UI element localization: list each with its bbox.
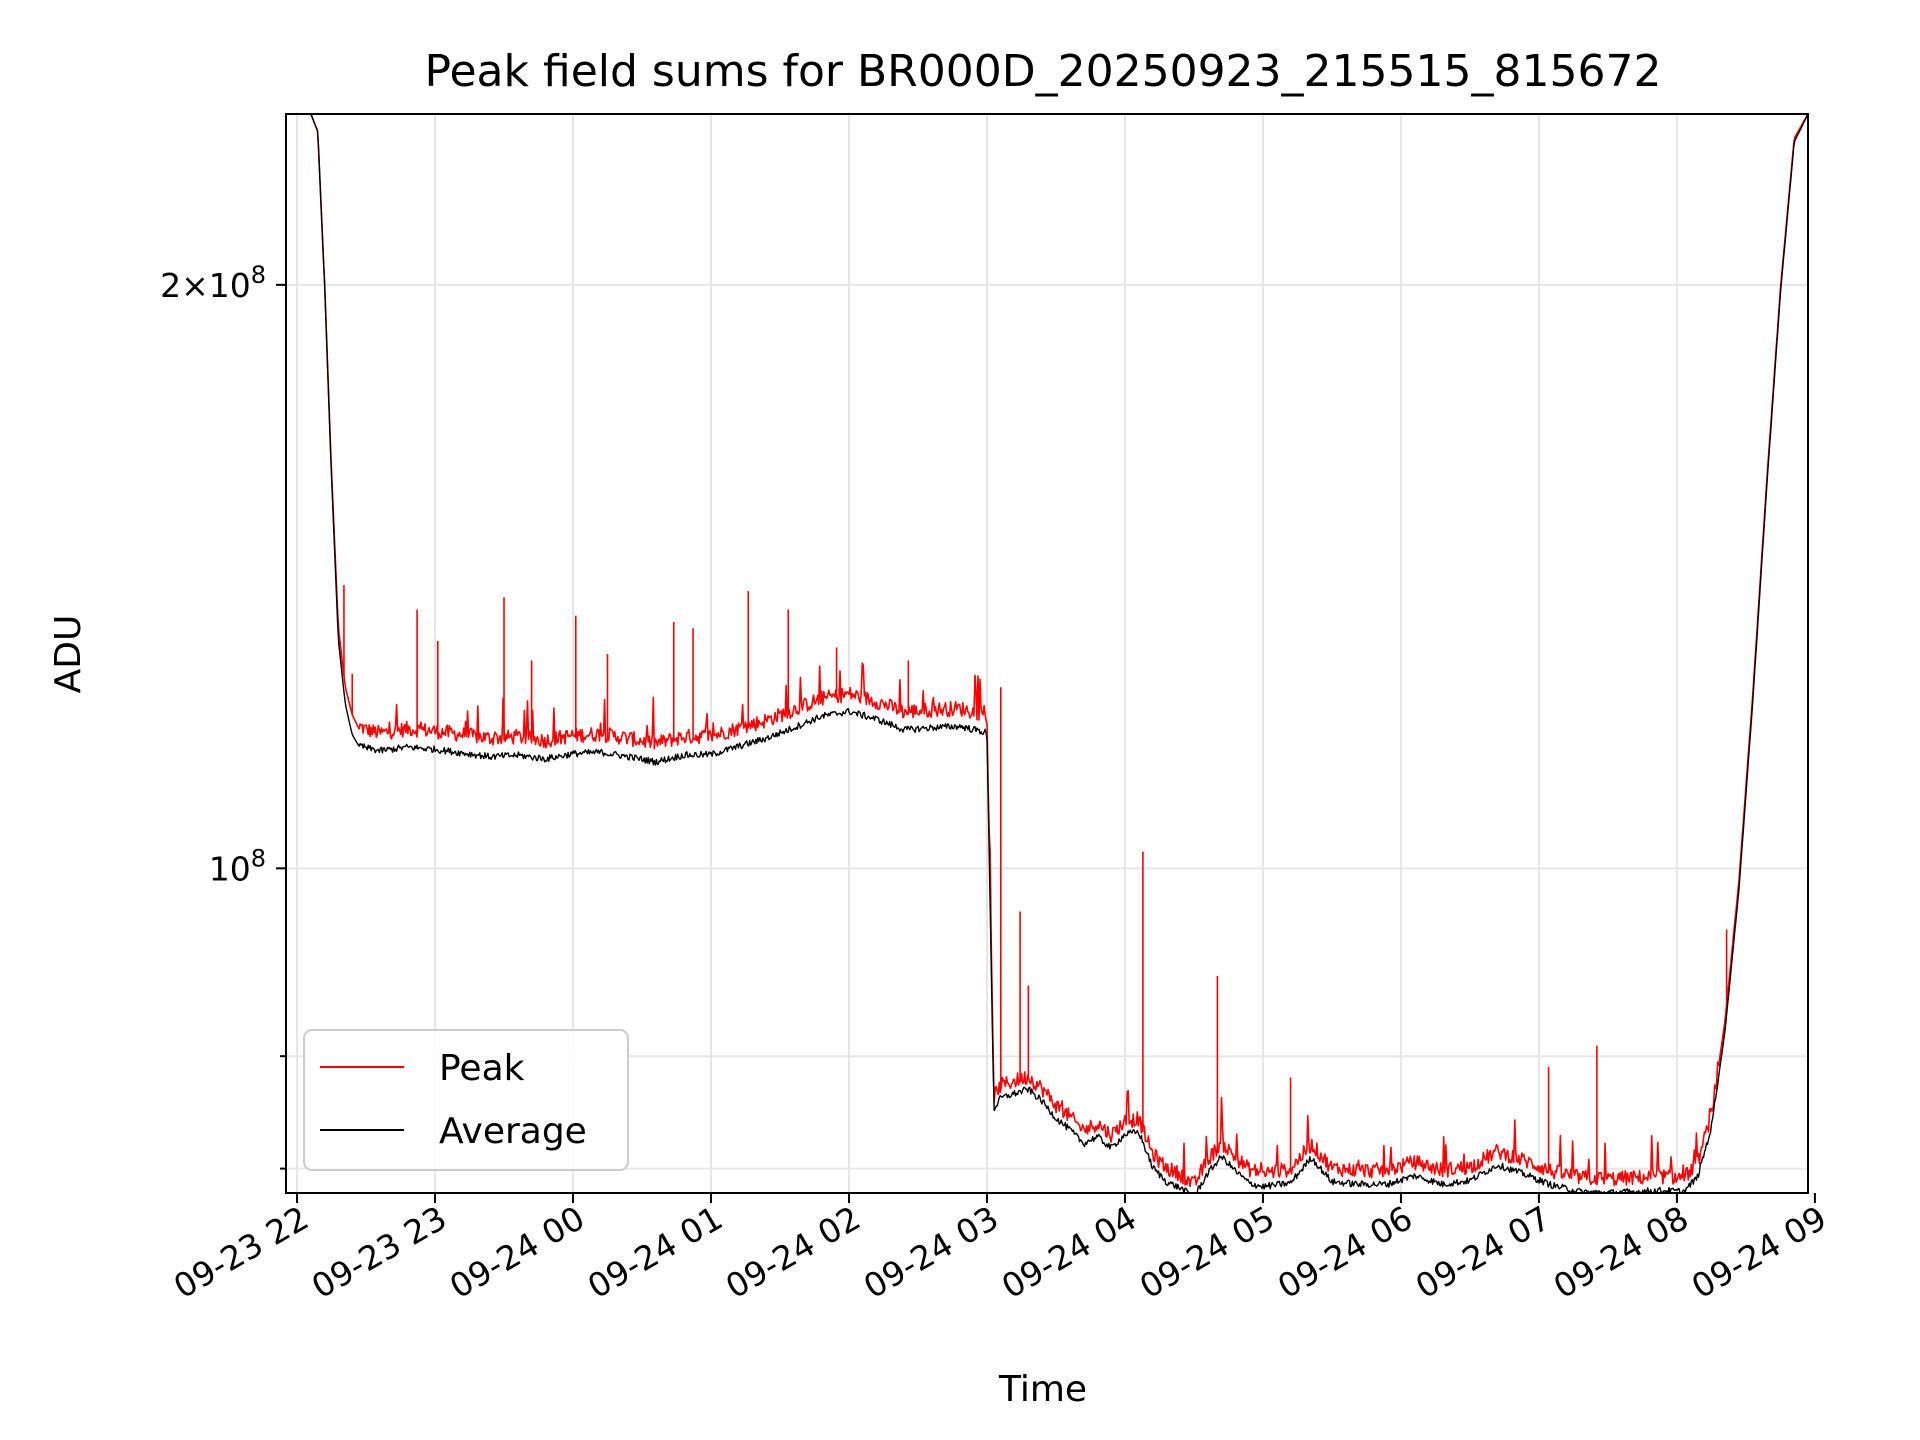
legend-label-peak: Peak [439, 1048, 525, 1089]
y-tick-label: 108 [209, 844, 266, 888]
x-axis-label: Time [998, 1369, 1087, 1410]
series-line-peak [286, 114, 1808, 1188]
chart-title: Peak field sums for BR000D_20250923_2155… [425, 46, 1662, 97]
y-tick-label: 2×108 [160, 261, 266, 305]
legend: Peak Average [303, 1029, 629, 1171]
series-layer [286, 114, 1808, 1193]
legend-box [303, 1029, 629, 1171]
legend-label-average: Average [439, 1111, 587, 1152]
plot-frame [285, 113, 1809, 1194]
y-axis-label: ADU [48, 615, 89, 694]
grid [286, 114, 1808, 1193]
series-line-average [286, 114, 1808, 1193]
